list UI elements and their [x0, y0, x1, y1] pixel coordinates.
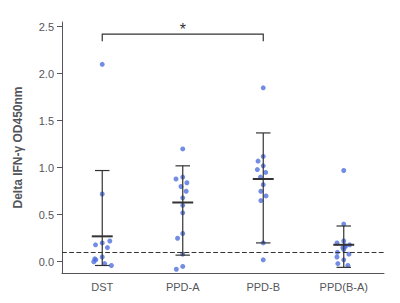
svg-text:PPD-B: PPD-B — [246, 281, 280, 293]
svg-text:Delta IFN-γ OD450nm: Delta IFN-γ OD450nm — [11, 86, 25, 208]
svg-text:*: * — [180, 21, 186, 38]
svg-text:PPD(B-A): PPD(B-A) — [320, 281, 368, 293]
svg-text:PPD-A: PPD-A — [166, 281, 200, 293]
svg-text:0.0: 0.0 — [39, 256, 54, 268]
svg-text:2.0: 2.0 — [39, 68, 54, 80]
svg-text:2.5: 2.5 — [39, 21, 54, 33]
svg-text:0.5: 0.5 — [39, 209, 54, 221]
svg-text:DST: DST — [91, 281, 113, 293]
svg-text:1.0: 1.0 — [39, 162, 54, 174]
svg-text:1.5: 1.5 — [39, 115, 54, 127]
